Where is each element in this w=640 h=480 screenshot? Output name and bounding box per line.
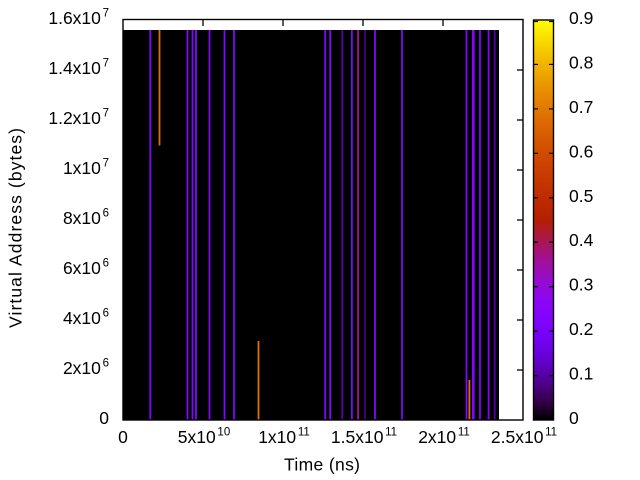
svg-text:0.9: 0.9 — [569, 8, 593, 28]
svg-text:0.3: 0.3 — [569, 275, 593, 295]
svg-text:0.2: 0.2 — [569, 319, 593, 339]
svg-text:Time (ns): Time (ns) — [284, 455, 360, 475]
svg-text:0.5: 0.5 — [569, 186, 593, 206]
svg-text:0: 0 — [569, 408, 579, 428]
svg-text:Virtual Address (bytes): Virtual Address (bytes) — [6, 128, 26, 328]
svg-text:0.8: 0.8 — [569, 52, 593, 72]
svg-text:0.1: 0.1 — [569, 364, 593, 384]
svg-text:0.6: 0.6 — [569, 141, 593, 161]
svg-text:0: 0 — [99, 408, 109, 428]
svg-text:0.7: 0.7 — [569, 97, 593, 117]
svg-text:0: 0 — [118, 427, 128, 447]
svg-text:0.4: 0.4 — [569, 230, 594, 250]
